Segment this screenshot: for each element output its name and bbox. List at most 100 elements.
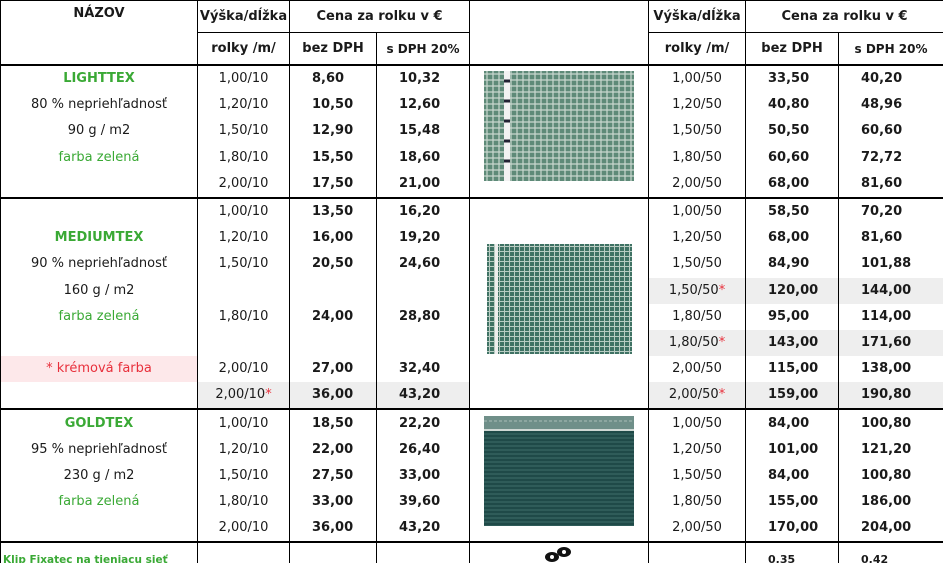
header-with-vat: s DPH 20% <box>838 32 943 66</box>
row: 2,00/10 36,00 43,20 2,00/50 170,00 204,00 <box>0 515 943 543</box>
name <box>0 170 198 198</box>
price-without-vat: 16,00 <box>289 225 377 252</box>
name <box>0 197 198 226</box>
height: 1,80/50 <box>648 144 747 171</box>
row: LIGHTTEX 1,00/10 8,60 10,32 1,00/50 33,50 40,2… <box>0 65 943 198</box>
header-height: Výška/dĺžka <box>197 0 290 33</box>
price-with-vat: 121,20 <box>838 436 943 463</box>
height: 1,80/50 <box>648 303 747 330</box>
height: 1,80/50 <box>648 489 747 516</box>
row: 2,00/10 17,50 21,00 2,00/50 68,00 81,60 <box>0 170 943 198</box>
row: farba zelená 1,80/10 33,00 39,60 1,80/50 155,… <box>0 489 943 516</box>
section: GOLDTEX 1,00/10 18,50 22,20 1,00/50 84,00 100,… <box>0 409 943 543</box>
price-without-vat: 17,50 <box>289 170 377 198</box>
row: 1,00/10 13,50 16,20 1,00/50 58,50 70,20 <box>0 197 943 410</box>
price-with-vat <box>375 277 471 304</box>
price-with-vat: 101,88 <box>838 251 943 278</box>
section: LIGHTTEX 1,00/10 8,60 10,32 1,00/50 33,50 40,2… <box>0 65 943 198</box>
price-without-vat: 84,90 <box>745 251 840 278</box>
price-without-vat: 84,00 <box>745 462 840 489</box>
price-with-vat: 43,20 <box>375 515 471 543</box>
height: 1,50/10 <box>197 118 290 145</box>
height <box>197 329 290 357</box>
price-without-vat: 68,00 <box>745 225 840 252</box>
row: 90 g / m2 1,50/10 12,90 15,48 1,50/50 50,50 60… <box>0 118 943 145</box>
price-with-vat: 15,48 <box>375 118 471 145</box>
row: farba zelená 1,80/10 24,00 28,80 1,80/50 95,0… <box>0 303 943 330</box>
price-with-vat: 10,32 <box>375 65 471 93</box>
price-with-vat: 16,20 <box>375 197 471 226</box>
row: GOLDTEX 1,00/10 18,50 22,20 1,00/50 84,00 100,… <box>0 409 943 543</box>
price-without-vat: 36,00 <box>289 515 377 543</box>
height: 1,50/50 <box>648 251 747 278</box>
price-with-vat: 72,72 <box>838 144 943 171</box>
header-price: Cena za rolku v € <box>745 0 943 33</box>
price-with-vat: 28,80 <box>375 303 471 330</box>
height: 1,20/10 <box>197 92 290 119</box>
name: 90 % nepriehľadnosť <box>0 251 198 278</box>
height: 2,00/10* <box>197 382 290 410</box>
image-cell <box>469 409 650 543</box>
product-image <box>486 243 632 354</box>
price-with-vat: 114,00 <box>838 303 943 330</box>
height: 1,50/50* <box>648 277 747 304</box>
price-with-vat: 24,60 <box>375 251 471 278</box>
price-without-vat: 12,90 <box>289 118 377 145</box>
price-without-vat: 40,80 <box>745 92 840 119</box>
price-without-vat: 143,00 <box>745 329 840 357</box>
height: 1,50/50 <box>648 118 747 145</box>
price-with-vat: 12,60 <box>375 92 471 119</box>
height: 1,00/10 <box>197 409 290 437</box>
price-without-vat: 120,00 <box>745 277 840 304</box>
price-without-vat: 84,00 <box>745 409 840 437</box>
height: 2,00/50 <box>648 356 747 383</box>
row: * krémová farba 2,00/10 27,00 32,40 2,00/50 1… <box>0 356 943 383</box>
height: 2,00/10 <box>197 515 290 543</box>
name: farba zelená <box>0 303 198 330</box>
height: 2,00/10 <box>197 356 290 383</box>
price-with-vat: 32,40 <box>375 356 471 383</box>
name <box>0 382 198 410</box>
price-without-vat: 33,50 <box>745 65 840 93</box>
price-without-vat: 159,00 <box>745 382 840 410</box>
price-with-vat: 190,80 <box>838 382 943 410</box>
footer-row: Klip Fixatec na tieniacu sieť 0,35 0,42 <box>0 541 943 563</box>
row: farba zelená 1,80/10 15,50 18,60 1,80/50 60,6… <box>0 144 943 171</box>
price-with-vat: 60,60 <box>838 118 943 145</box>
name: farba zelená <box>0 489 198 516</box>
price-without-vat: 58,50 <box>745 197 840 226</box>
row: 80 % nepriehľadnosť 1,20/10 10,50 12,60 1,20… <box>0 92 943 119</box>
price-without-vat: 60,60 <box>745 144 840 171</box>
name: 230 g / m2 <box>0 462 198 489</box>
price-with-vat: 81,60 <box>838 170 943 198</box>
row: 160 g / m2 1,50/50* 120,00 144,00 <box>0 277 943 304</box>
price-with-vat: 19,20 <box>375 225 471 252</box>
name: MEDIUMTEX <box>0 225 198 252</box>
height: 1,20/50 <box>648 436 747 463</box>
header-without-vat: bez DPH <box>745 32 840 66</box>
name <box>0 329 198 357</box>
name <box>0 515 198 543</box>
price-without-vat: 36,00 <box>289 382 377 410</box>
price-with-vat: 100,80 <box>838 409 943 437</box>
price-without-vat: 0,35 <box>745 541 840 563</box>
price-without-vat: 18,50 <box>289 409 377 437</box>
price-with-vat: 100,80 <box>838 462 943 489</box>
price-with-vat: 48,96 <box>838 92 943 119</box>
price-without-vat: 155,00 <box>745 489 840 516</box>
height: 1,20/10 <box>197 436 290 463</box>
empty-cell <box>375 541 471 563</box>
product-image <box>484 415 635 526</box>
price-without-vat: 170,00 <box>745 515 840 543</box>
height: 2,00/50 <box>648 515 747 543</box>
name: GOLDTEX <box>0 409 198 437</box>
price-with-vat: 39,60 <box>375 489 471 516</box>
height: 2,00/50 <box>648 170 747 198</box>
footer: Klip Fixatec na tieniacu sieť 0,35 0,42 <box>0 541 943 563</box>
name: LIGHTTEX <box>0 65 198 93</box>
price-without-vat <box>289 329 377 357</box>
asterisk: * <box>265 387 272 403</box>
price-with-vat: 144,00 <box>838 277 943 304</box>
height: 2,00/50* <box>648 382 747 410</box>
